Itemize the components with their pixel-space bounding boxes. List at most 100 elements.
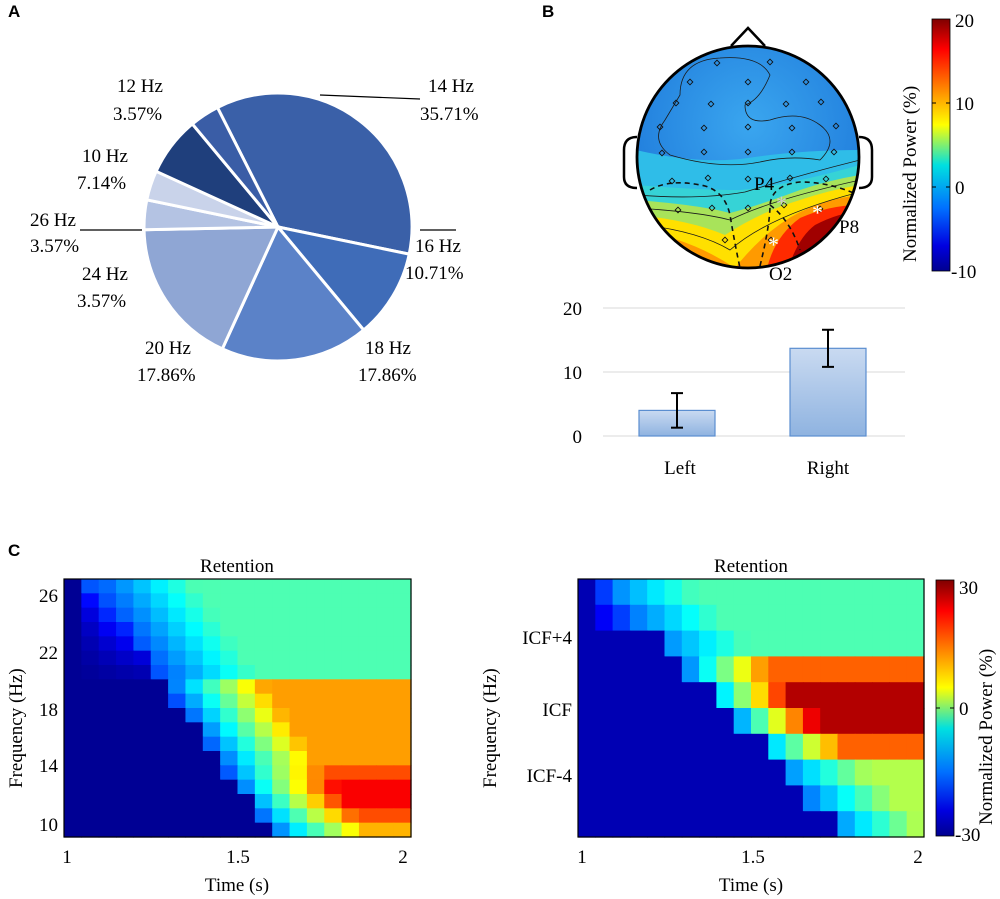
heatmap-left-cell [393, 636, 412, 652]
heatmap-right-cell [768, 733, 787, 761]
heatmap-left-cell [202, 693, 221, 709]
heatmap-left-cell [150, 708, 169, 723]
heatmap-right-cell [889, 733, 908, 761]
heatmap-left-ytick: 10 [39, 815, 58, 836]
heatmap-left-cell [306, 650, 325, 666]
heatmap-left-cell [185, 708, 204, 723]
pie-pct-16hz: 10.71% [405, 263, 464, 284]
electrode-dot [780, 201, 788, 209]
heatmap-left-axes: Retention 1 1.5 2 Time (s) 10 14 18 22 2… [6, 556, 412, 896]
heatmap-left-cell [358, 607, 377, 623]
heatmap-right-cell [768, 579, 787, 606]
heatmap-left-cell [168, 593, 187, 609]
heatmap-left-cell [237, 736, 256, 752]
heatmap-left-cell [150, 693, 169, 709]
heatmap-right-cell [889, 604, 908, 632]
heatmap-left-cell [289, 736, 308, 752]
heatmap-left-cell [289, 722, 308, 738]
heatmap-left-cell [81, 779, 100, 795]
heatmap-left-cell [202, 708, 221, 723]
heatmap-left-ytick: 14 [39, 756, 59, 777]
heatmap-right-cell [872, 811, 890, 838]
heatmap-left-cell [168, 579, 187, 594]
heatmap-left-cell [393, 693, 412, 709]
heatmap-right-cell [872, 759, 890, 786]
heatmap-right-cell [837, 604, 856, 632]
heatmap-left-cell [81, 593, 100, 609]
heatmap-right-cell [837, 811, 856, 838]
heatmap-left-cell [98, 636, 117, 652]
heatmap-left-cell [64, 794, 82, 809]
heatmap-left-cell [237, 722, 256, 738]
heatmap-left-cell [272, 779, 291, 795]
heatmap-right-cell [785, 733, 804, 761]
heatmap-right-cell [837, 630, 856, 657]
heatmap-left-cell [116, 636, 134, 652]
heatmap-left-cell [393, 593, 412, 609]
heatmap-right-cell [820, 682, 839, 709]
heatmap-right-cell [733, 630, 752, 657]
electrode-dot [816, 205, 824, 213]
heatmap-left-cell [254, 607, 273, 623]
heatmap-right-cell [578, 630, 596, 657]
heatmap-left-cell [272, 579, 291, 594]
heatmap-right-cell [768, 708, 787, 735]
heatmap-right-cell [802, 811, 821, 838]
heatmap-left-cell [168, 679, 187, 695]
heatmap-right-cell [889, 708, 908, 735]
heatmap-right-cell [768, 785, 787, 812]
heatmap-left-cell [168, 751, 187, 766]
heatmap-right-cell [595, 630, 614, 657]
heatmap-left-cell [64, 693, 82, 709]
heatmap-right-cell [837, 579, 856, 606]
electrode-dot [700, 124, 708, 132]
heatmap-left-cell [81, 679, 100, 695]
heatmap-right-cell [906, 811, 925, 838]
heatmap-left-cell [220, 579, 239, 594]
heatmap-right-cell [716, 733, 735, 761]
heatmap-left-cell [168, 794, 187, 809]
heatmap-left-cell [133, 808, 152, 824]
heatmap-left-cell [116, 794, 134, 809]
heatmap-right-cell [699, 604, 717, 632]
heatmap-left-cell [150, 751, 169, 766]
electrode-label-p8: P8 [839, 217, 859, 238]
heatmap-left-cell [168, 650, 187, 666]
heatmap-left-cell [306, 679, 325, 695]
head-outline [635, 44, 861, 270]
heatmap-right-cell [837, 682, 856, 709]
topo-roi-right [759, 181, 859, 267]
heatmap-left-cell [393, 722, 412, 738]
heatmap-left-cell [237, 808, 256, 824]
heatmap-right-cell [751, 604, 769, 632]
pie-label-12hz: 12 Hz [117, 76, 163, 97]
heatmap-left-cell [98, 822, 117, 838]
heatmap-left-cell [116, 693, 134, 709]
heatmap-left-cell [324, 665, 343, 680]
heatmap-right-cell [733, 656, 752, 683]
heatmap-right-cell [906, 759, 925, 786]
heatmap-right-cell [837, 785, 856, 812]
heatmap-left-cell [376, 665, 395, 680]
heatmap-left-cell [237, 593, 256, 609]
heatmap-left-cell [237, 679, 256, 695]
heatmap-left-cell [133, 650, 152, 666]
pie-pct-26hz: 3.57% [30, 236, 79, 257]
electrode-dot [686, 78, 694, 86]
heatmap-left-cell [341, 636, 360, 652]
heatmap-right-cell [699, 682, 717, 709]
heatmap-left-cell [98, 794, 117, 809]
heatmap-left-cell [306, 808, 325, 824]
heatmap-left-cell [64, 622, 82, 637]
heatmap-right-cell [768, 759, 787, 786]
heatmap-left-cell [185, 636, 204, 652]
heatmap-left-cell [168, 693, 187, 709]
heatmap-left-cell [150, 794, 169, 809]
heatmap-left-cell [116, 607, 134, 623]
heatmap-left-cell [289, 808, 308, 824]
heatmap-right-cell [889, 630, 908, 657]
bar-y-tick-label: 10 [563, 363, 582, 384]
colorbar-b-tick-label: 0 [955, 178, 965, 199]
heatmap-right-cell [664, 682, 683, 709]
